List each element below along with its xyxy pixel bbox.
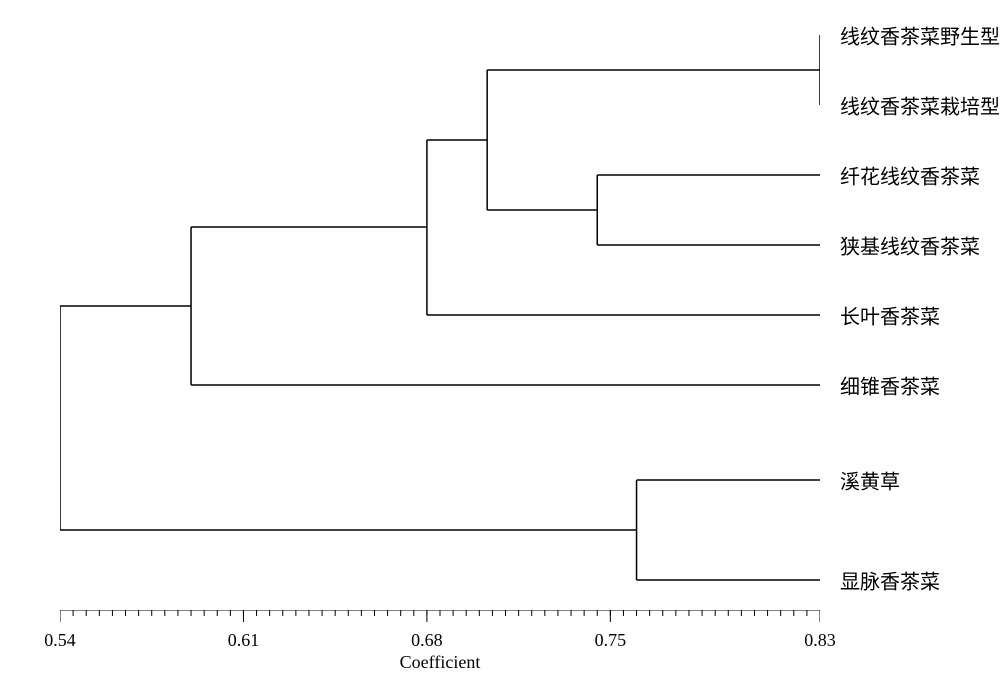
axis-svg [60, 610, 820, 630]
leaf-label: 溪黄草 [840, 466, 900, 495]
axis-tick-label: 0.68 [411, 630, 443, 651]
axis-title: Coefficient [400, 652, 481, 673]
leaf-label: 细锥香茶菜 [840, 371, 940, 400]
axis-tick-label: 0.83 [804, 630, 836, 651]
leaf-label: 显脉香茶菜 [840, 566, 940, 595]
leaf-label: 线纹香茶菜野生型 [840, 21, 1000, 50]
leaf-label: 长叶香茶菜 [840, 301, 940, 330]
leaf-label: 狭基线纹香茶菜 [840, 231, 980, 260]
leaf-label: 纤花线纹香茶菜 [840, 161, 980, 190]
axis-tick-label: 0.61 [228, 630, 260, 651]
x-axis: 0.540.610.680.750.83 Coefficient [60, 610, 820, 635]
leaf-label: 线纹香茶菜栽培型 [840, 91, 1000, 120]
axis-tick-label: 0.54 [44, 630, 76, 651]
axis-tick-label: 0.75 [595, 630, 627, 651]
dendrogram-svg [60, 35, 820, 595]
dendrogram-plot [60, 35, 820, 595]
